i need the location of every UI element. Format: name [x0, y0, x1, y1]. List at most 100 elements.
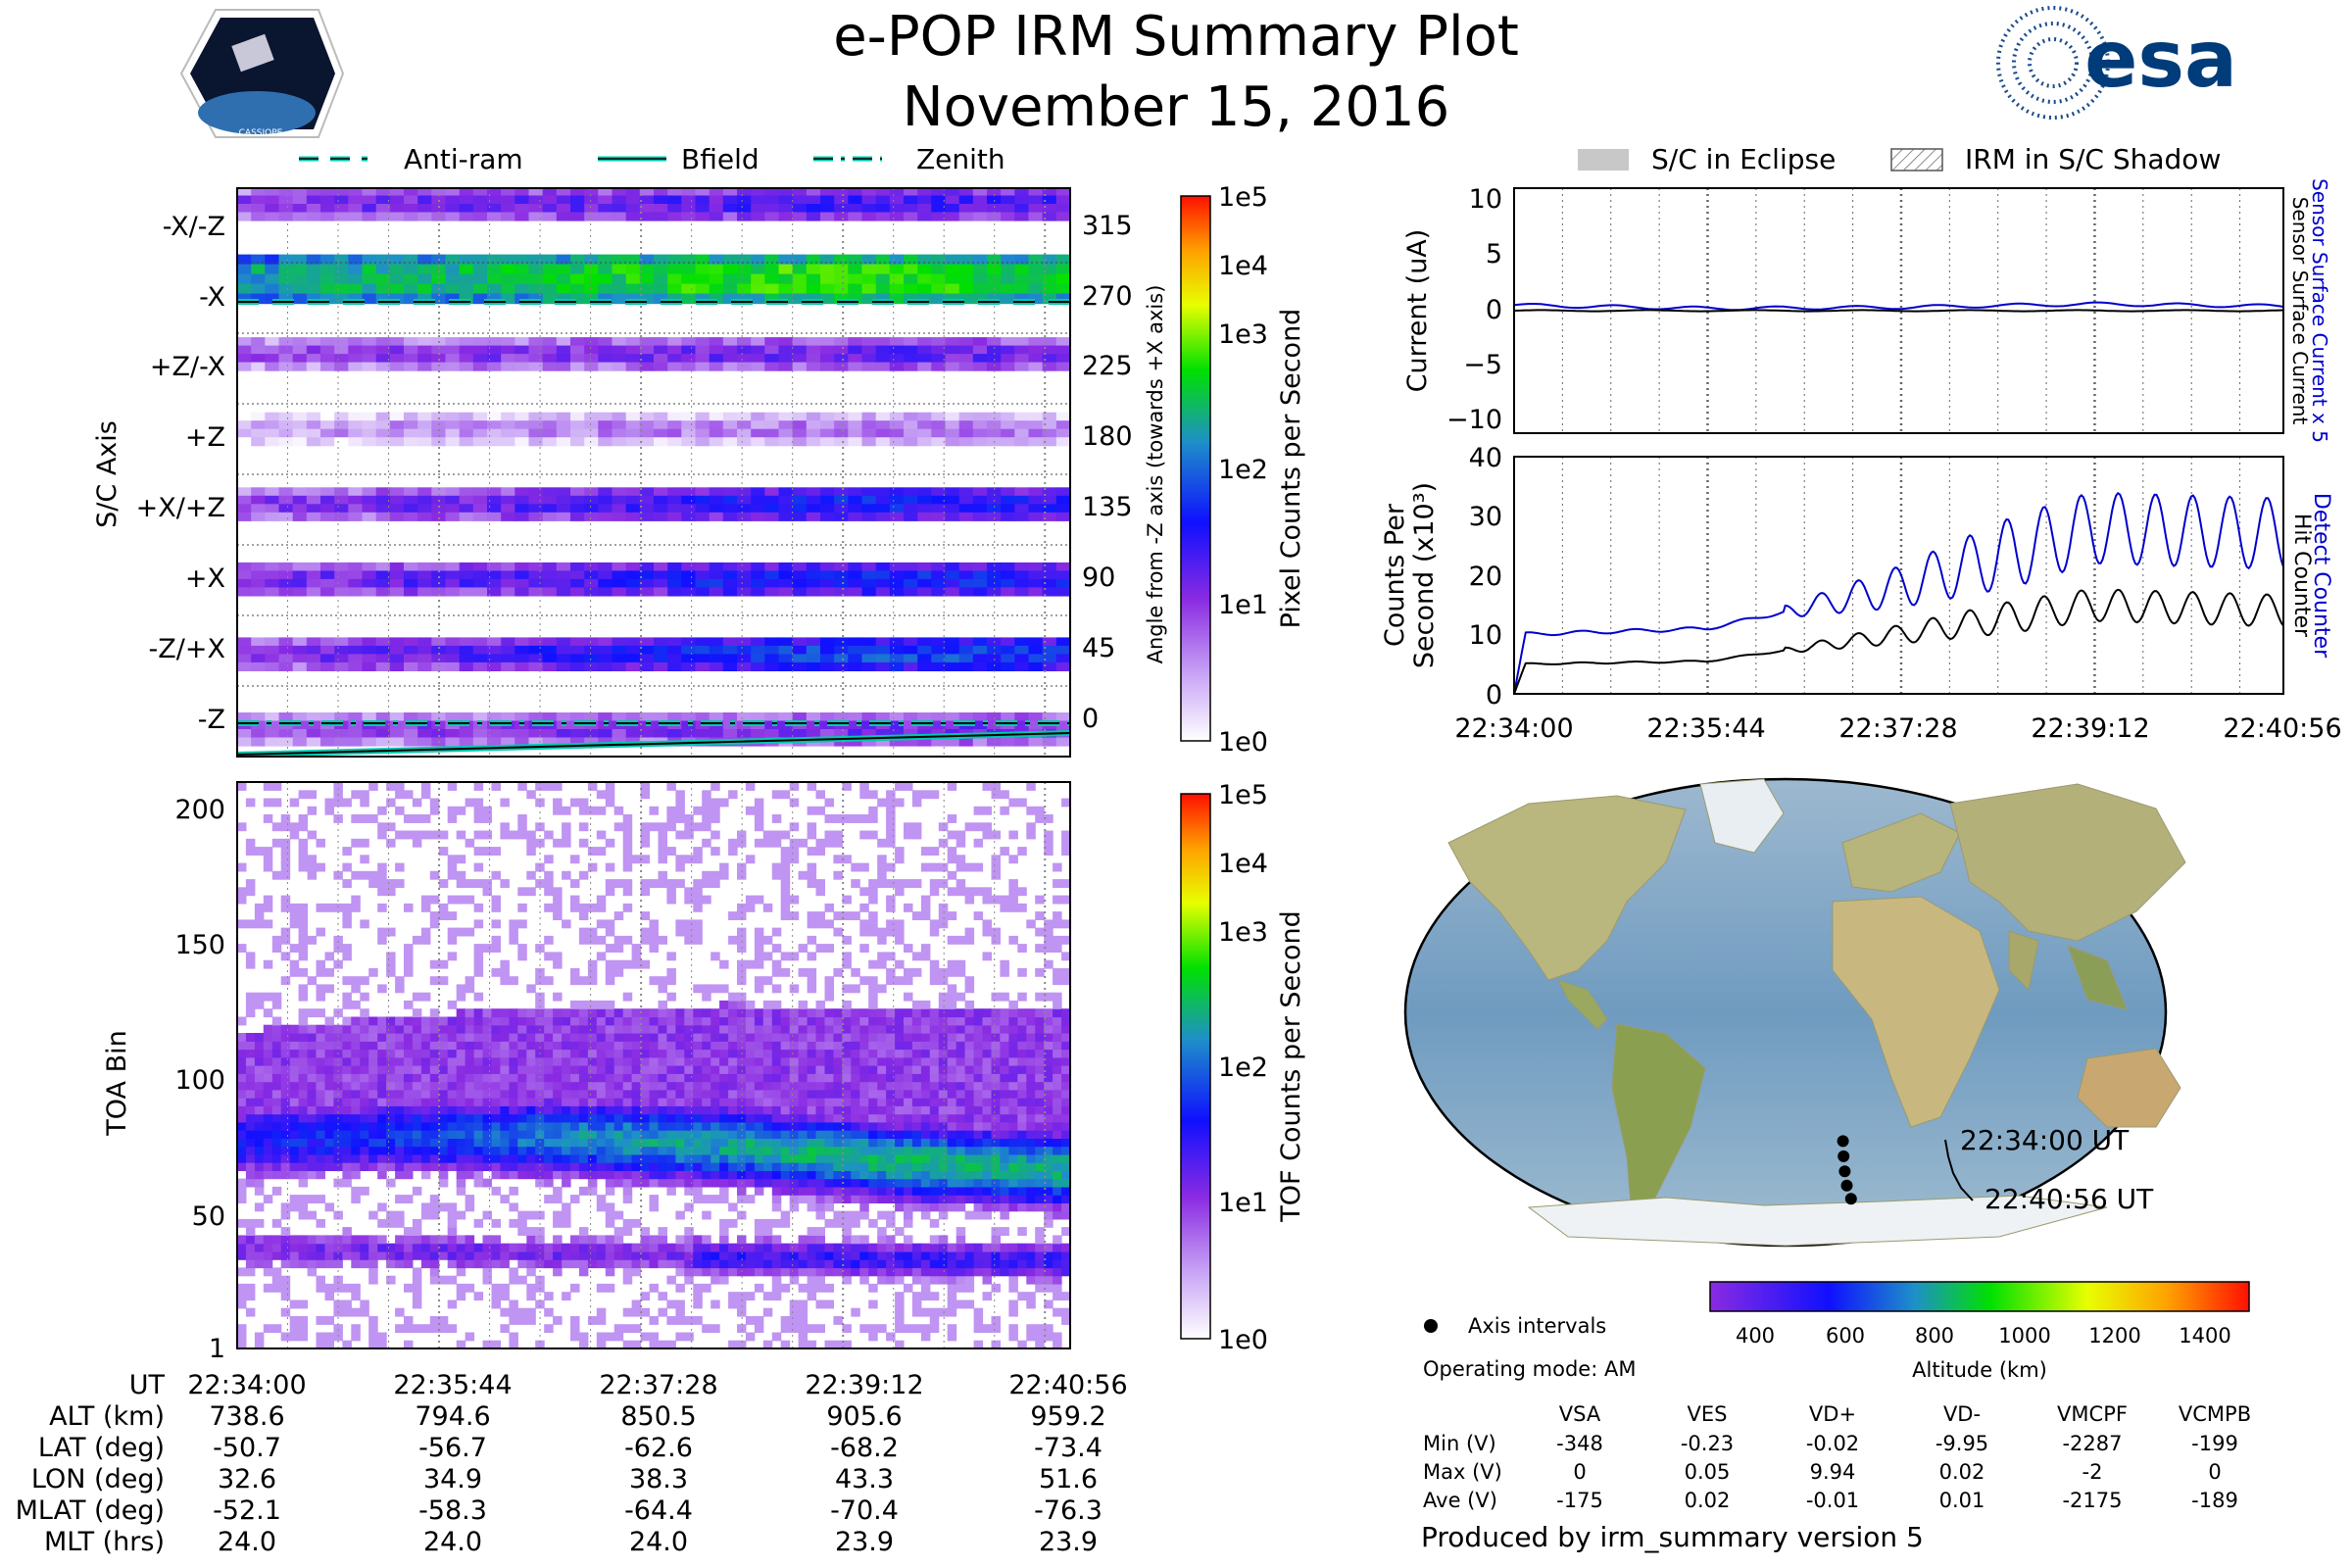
tof-heat-cell	[333, 903, 343, 912]
tof-heat-cell	[324, 1041, 334, 1051]
axis-heat-cell	[1014, 345, 1030, 355]
axis-heat-cell	[487, 412, 502, 421]
axis-heat-cell	[570, 204, 585, 214]
tof-heat-cell	[482, 1146, 492, 1155]
axis-heat-cell	[737, 337, 752, 347]
axis-heat-cell	[764, 337, 780, 347]
axis-heat-cell	[1055, 570, 1071, 580]
tof-heat-cell	[754, 806, 764, 815]
axis-heat-cell	[320, 654, 335, 663]
tof-heat-cell	[438, 1138, 449, 1148]
axis-heat-cell	[612, 637, 627, 647]
axis-heat-cell	[917, 195, 932, 205]
axis-heat-cell	[667, 293, 682, 305]
axis-heat-cell	[681, 504, 697, 514]
axis-heat-cell	[514, 512, 530, 521]
axis-heat-cell	[334, 428, 349, 438]
tof-heat-cell	[684, 927, 694, 937]
axis-heat-cell	[1028, 720, 1044, 730]
axis-heat-cell	[472, 729, 488, 739]
tof-heat-cell	[859, 944, 869, 953]
tof-heat-cell	[271, 822, 282, 832]
tof-heat-cell	[351, 1121, 361, 1131]
axis-heat-cell	[1055, 495, 1071, 505]
axis-heat-cell	[320, 504, 335, 514]
axis-heat-cell	[654, 495, 668, 505]
tof-heat-cell	[815, 1041, 825, 1051]
tof-heat-cell	[342, 1016, 352, 1026]
tof-heat-cell	[500, 1008, 510, 1018]
axis-heat-cell	[292, 273, 308, 285]
tof-heat-cell	[851, 1041, 860, 1051]
axis-heat-cell	[278, 362, 294, 371]
axis-heat-cell	[445, 437, 461, 447]
axis-heat-cell	[1028, 293, 1044, 305]
axis-heat-cell	[654, 283, 668, 295]
tof-heat-cell	[482, 1081, 492, 1091]
tof-heat-cell	[447, 1259, 458, 1269]
tof-heat-cell	[640, 1235, 651, 1245]
tof-heat-cell	[754, 1267, 764, 1277]
tof-heat-cell	[342, 992, 352, 1002]
axis-heat-cell	[528, 254, 544, 266]
tof-heat-cell	[587, 1098, 598, 1106]
axis-heat-cell	[889, 293, 905, 305]
tof-heat-cell	[851, 1081, 860, 1091]
tof-heat-cell	[842, 1178, 852, 1188]
axis-heat-cell	[764, 712, 780, 722]
axis-heat-cell	[792, 362, 808, 371]
tof-heat-cell	[263, 798, 273, 808]
tof-heat-cell	[728, 935, 738, 945]
tof-heat-cell	[360, 798, 369, 808]
axis-heat-cell	[834, 570, 849, 580]
axis-heat-cell	[889, 637, 905, 647]
tof-heat-cell	[412, 935, 422, 945]
axis-heat-cell	[889, 195, 905, 205]
tof-heat-cell	[815, 1267, 825, 1277]
tof-heat-cell	[658, 1008, 667, 1018]
axis-heat-cell	[1042, 337, 1057, 347]
axis-heat-cell	[792, 195, 808, 205]
axis-heat-cell	[889, 345, 905, 355]
tof-heat-cell	[789, 1243, 800, 1252]
tof-heat-cell	[447, 1218, 458, 1228]
tof-heat-cell	[491, 847, 501, 856]
axis-heat-cell	[1042, 212, 1057, 221]
axis-heat-cell	[459, 412, 474, 421]
tof-heat-cell	[745, 1146, 756, 1155]
axis-heat-cell	[848, 264, 863, 275]
tof-heat-cell	[754, 1178, 764, 1188]
tof-heat-cell	[316, 1081, 325, 1091]
axis-heat-cell	[265, 504, 280, 514]
tof-heat-cell	[859, 1170, 869, 1180]
axis-heat-cell	[875, 273, 891, 285]
tof-heat-cell	[438, 1146, 449, 1155]
axis-heat-cell	[265, 512, 280, 521]
tof-heat-cell	[307, 806, 318, 815]
axis-heat-cell	[848, 729, 863, 739]
tof-heat-cell	[702, 1235, 711, 1245]
tof-heat-cell	[640, 1105, 651, 1115]
tof-heat-cell	[526, 1130, 536, 1139]
tof-heat-cell	[456, 1178, 466, 1188]
axis-heat-cell	[722, 420, 738, 430]
axis-heat-cell	[334, 283, 349, 295]
tof-heat-cell	[851, 1073, 860, 1083]
tof-heat-cell	[693, 1316, 703, 1325]
tof-heat-cell	[684, 1016, 694, 1026]
tof-heat-cell	[263, 1153, 273, 1163]
axis-heat-cell	[334, 212, 349, 221]
tof-heat-cell	[438, 959, 449, 969]
tof-heat-cell	[693, 1267, 703, 1277]
tof-heat-cell	[562, 1146, 571, 1155]
axis-heat-cell	[487, 212, 502, 221]
tof-heat-cell	[789, 1098, 800, 1106]
tof-heat-cell	[298, 1073, 309, 1083]
tof-heat-cell	[465, 1235, 475, 1245]
axis-heat-cell	[417, 654, 432, 663]
tof-heat-cell	[509, 1024, 518, 1034]
tof-heat-cell	[544, 1056, 554, 1066]
tof-heat-cell	[342, 1041, 352, 1051]
axis-heat-cell	[1042, 273, 1057, 285]
axis-heat-cell	[348, 212, 364, 221]
